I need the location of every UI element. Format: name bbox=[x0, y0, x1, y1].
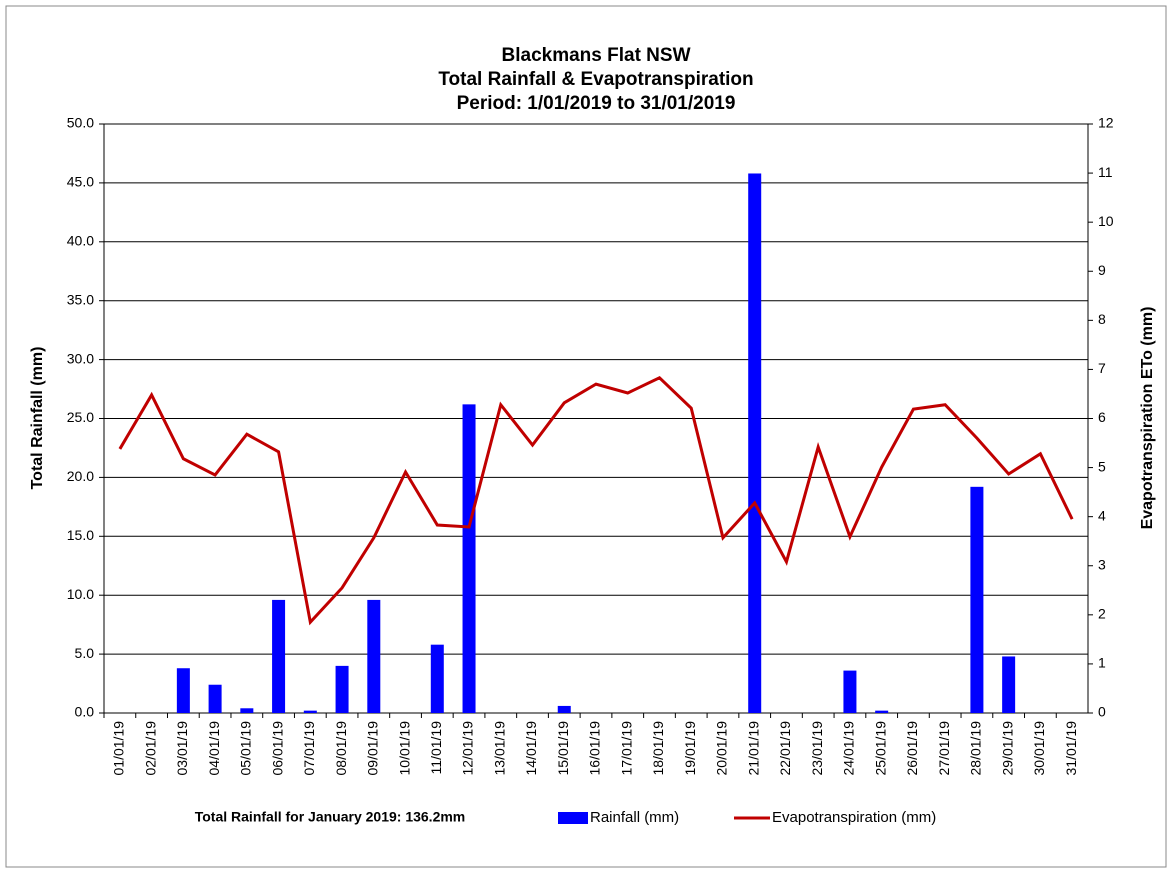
bar bbox=[1002, 656, 1016, 713]
x-tick-label: 23/01/19 bbox=[809, 721, 825, 776]
legend-label: Rainfall (mm) bbox=[590, 809, 679, 826]
y-tick-label: 50.0 bbox=[67, 115, 94, 131]
bar bbox=[843, 670, 857, 713]
y2-tick-label: 6 bbox=[1098, 409, 1106, 425]
legend-swatch bbox=[558, 812, 588, 824]
chart-title: Period: 1/01/2019 to 31/01/2019 bbox=[457, 93, 736, 114]
x-tick-label: 12/01/19 bbox=[460, 721, 476, 776]
y-tick-label: 20.0 bbox=[67, 468, 94, 484]
bar bbox=[462, 404, 476, 713]
y2-tick-label: 11 bbox=[1098, 164, 1113, 180]
y2-tick-label: 3 bbox=[1098, 556, 1106, 572]
y2-axis-label: Evapotranspiration ETo (mm) bbox=[1139, 307, 1156, 530]
y-axis-label: Total Rainfall (mm) bbox=[29, 347, 46, 490]
y2-tick-label: 8 bbox=[1098, 311, 1106, 327]
chart-title: Total Rainfall & Evapotranspiration bbox=[438, 69, 753, 90]
chart-title: Blackmans Flat NSW bbox=[502, 45, 691, 66]
x-tick-label: 08/01/19 bbox=[333, 721, 349, 776]
y-tick-label: 0.0 bbox=[75, 704, 95, 720]
y-tick-label: 40.0 bbox=[67, 233, 94, 249]
x-tick-label: 16/01/19 bbox=[587, 721, 603, 776]
y-tick-label: 15.0 bbox=[67, 527, 94, 543]
x-tick-label: 15/01/19 bbox=[555, 721, 571, 776]
y2-tick-label: 4 bbox=[1098, 507, 1106, 523]
y2-tick-label: 12 bbox=[1098, 115, 1114, 131]
bar bbox=[176, 668, 190, 713]
bar bbox=[875, 710, 889, 713]
x-tick-label: 24/01/19 bbox=[841, 721, 857, 776]
y2-tick-label: 0 bbox=[1098, 704, 1106, 720]
y2-tick-label: 1 bbox=[1098, 655, 1106, 671]
x-tick-label: 06/01/19 bbox=[269, 721, 285, 776]
x-tick-label: 11/01/19 bbox=[428, 721, 444, 775]
y-tick-label: 30.0 bbox=[67, 350, 94, 366]
x-tick-label: 07/01/19 bbox=[301, 721, 317, 776]
x-tick-label: 28/01/19 bbox=[968, 721, 984, 776]
y-tick-label: 35.0 bbox=[67, 291, 94, 307]
line-series bbox=[118, 375, 1074, 626]
x-tick-label: 05/01/19 bbox=[238, 721, 254, 776]
x-tick-label: 26/01/19 bbox=[904, 721, 920, 776]
x-tick-label: 30/01/19 bbox=[1031, 721, 1047, 776]
x-tick-label: 13/01/19 bbox=[491, 721, 507, 776]
x-tick-label: 03/01/19 bbox=[174, 721, 190, 776]
bar bbox=[748, 173, 762, 713]
x-tick-label: 09/01/19 bbox=[365, 721, 381, 776]
x-tick-label: 10/01/19 bbox=[396, 721, 412, 776]
x-tick-label: 29/01/19 bbox=[999, 721, 1015, 776]
bar bbox=[367, 599, 381, 713]
x-tick-label: 18/01/19 bbox=[650, 721, 666, 776]
x-tick-label: 19/01/19 bbox=[682, 721, 698, 776]
y-tick-label: 5.0 bbox=[75, 645, 95, 661]
x-tick-label: 02/01/19 bbox=[142, 721, 158, 776]
annotation: Total Rainfall for January 2019: 136.2mm bbox=[195, 809, 466, 825]
y-tick-label: 45.0 bbox=[67, 174, 94, 190]
y2-tick-label: 9 bbox=[1098, 262, 1106, 278]
y2-tick-label: 2 bbox=[1098, 606, 1106, 622]
bar bbox=[303, 710, 317, 713]
bar bbox=[240, 708, 254, 713]
x-tick-label: 20/01/19 bbox=[714, 721, 730, 776]
bar bbox=[208, 684, 222, 713]
y2-tick-label: 7 bbox=[1098, 360, 1106, 376]
x-tick-label: 04/01/19 bbox=[206, 721, 222, 776]
x-tick-label: 17/01/19 bbox=[618, 721, 634, 776]
y-tick-label: 25.0 bbox=[67, 409, 94, 425]
bar bbox=[970, 486, 984, 713]
legend-label: Evapotranspiration (mm) bbox=[772, 809, 936, 826]
x-tick-label: 01/01/19 bbox=[111, 721, 127, 776]
y-tick-label: 10.0 bbox=[67, 586, 94, 602]
bar bbox=[335, 665, 349, 713]
x-tick-label: 22/01/19 bbox=[777, 721, 793, 776]
bar bbox=[557, 705, 571, 713]
y2-tick-label: 5 bbox=[1098, 458, 1106, 474]
x-tick-label: 31/01/19 bbox=[1063, 721, 1079, 776]
y2-tick-label: 10 bbox=[1098, 213, 1114, 229]
bar bbox=[272, 599, 286, 713]
chart-border bbox=[5, 5, 1167, 868]
x-tick-label: 25/01/19 bbox=[872, 721, 888, 776]
x-tick-label: 21/01/19 bbox=[745, 721, 761, 776]
x-tick-label: 14/01/19 bbox=[523, 721, 539, 776]
bar bbox=[430, 644, 444, 713]
x-tick-label: 27/01/19 bbox=[936, 721, 952, 776]
